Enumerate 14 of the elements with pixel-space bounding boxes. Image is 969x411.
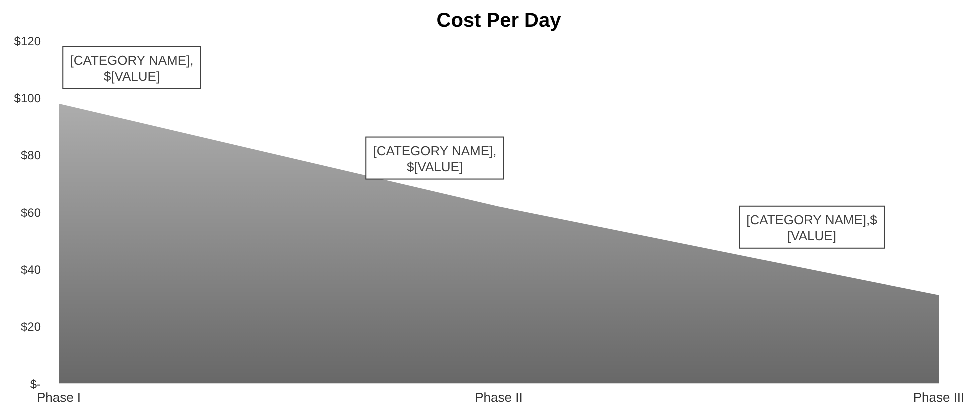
x-tick-label: Phase I (36, 390, 82, 406)
x-tick-label: Phase II (475, 390, 523, 406)
annotation: [CATEGORY NAME], $[VALUE] (70, 52, 194, 84)
y-tick-label: $20 (20, 320, 42, 334)
x-tick-label: Phase III (913, 390, 965, 406)
chart-title: Cost Per Day (436, 9, 562, 34)
y-tick-label: $120 (14, 34, 42, 48)
y-tick-label: $100 (14, 91, 42, 106)
annotation: [CATEGORY NAME], $[VALUE] (373, 143, 497, 174)
y-tick-label: $80 (20, 148, 42, 163)
annotation: [CATEGORY NAME],$ [VALUE] (746, 212, 878, 244)
y-tick-label: $40 (20, 262, 42, 277)
y-tick-label: $- (30, 377, 41, 392)
y-tick-label: $60 (20, 206, 42, 220)
